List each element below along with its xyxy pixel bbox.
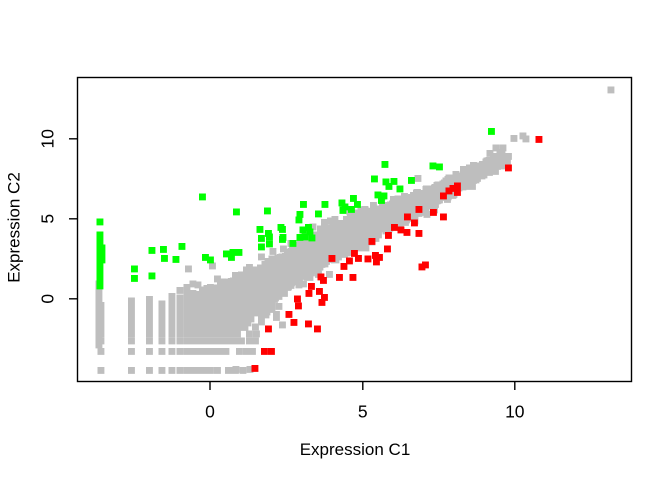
svg-text:0: 0 — [38, 294, 58, 304]
svg-text:5: 5 — [38, 214, 58, 224]
svg-text:10: 10 — [38, 129, 58, 149]
svg-text:Expression C1: Expression C1 — [300, 440, 411, 459]
svg-text:5: 5 — [358, 401, 368, 421]
svg-text:Expression C2: Expression C2 — [5, 172, 24, 283]
svg-text:0: 0 — [205, 401, 215, 421]
svg-text:10: 10 — [505, 401, 525, 421]
